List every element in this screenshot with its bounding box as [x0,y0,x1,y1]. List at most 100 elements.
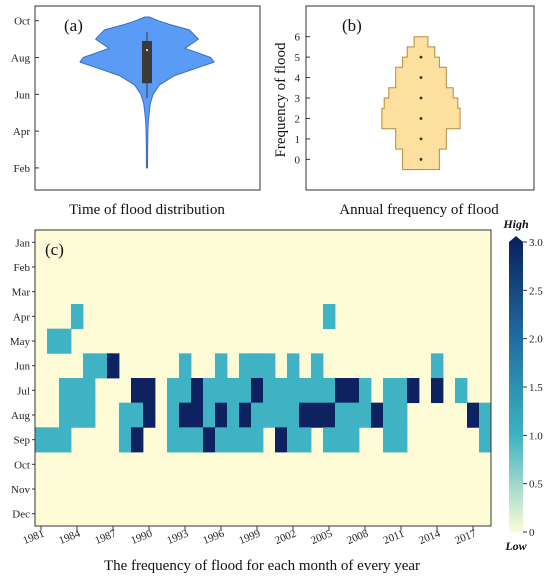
panel-a-tick-label: Jun [15,89,31,101]
heatmap-cell [407,378,420,404]
heatmap-cell [119,402,132,428]
heatmap-cell [47,427,60,453]
heatmap-cell [131,378,144,404]
heatmap-cell [239,402,252,428]
heatmap-cell [239,353,252,379]
heatmap-cell [251,353,264,379]
heatmap-cell [455,378,468,404]
heatmap-cell [227,378,240,404]
panel-a-frame [34,5,261,191]
heatmap-cell [83,353,96,379]
colorbar-low-label: Low [504,539,527,553]
heatmap-cell [299,402,312,428]
heatmap-cell [191,427,204,453]
heatmap-cell [143,402,156,428]
panel-b-tick-label: 3 [295,93,301,105]
year-tick-label: 2008 [345,527,370,547]
month-tick-label: Jul [17,385,30,397]
frequency-point [419,55,423,59]
month-tick-label: Jun [15,361,31,373]
heatmap-cell [383,378,396,404]
heatmap-cell [431,353,444,379]
panel-a-tick-label: Aug [11,53,30,65]
heatmap-cell [347,402,360,428]
frequency-point [419,137,423,141]
heatmap-cell [239,427,252,453]
heatmap-cell [323,402,336,428]
panel-b-label: (b) [342,16,362,35]
heatmap-cell [215,353,228,379]
colorbar-tick-label: 1.5 [529,382,543,394]
year-tick-label: 1993 [165,527,190,547]
heatmap-cell [83,378,96,404]
heatmap-cell [467,402,480,428]
year-tick-label: 1981 [21,528,46,547]
year-tick-label: 2002 [273,528,298,547]
frequency-point [419,96,423,100]
heatmap-cell [227,427,240,453]
heatmap-cell [323,304,336,330]
heatmap-cell [263,378,276,404]
colorbar-tick-label: 2.0 [529,334,543,346]
panel-a-violin-shape [79,16,215,169]
heatmap-cell [215,427,228,453]
panel-b-shape [381,36,461,171]
heatmap-cell [251,378,264,404]
heatmap-cell [215,378,228,404]
heatmap-cell [251,427,264,453]
panel-b-tick-label: 6 [295,32,301,44]
heatmap-cell [299,427,312,453]
heatmap-cell [191,378,204,404]
heatmap-cell [179,427,192,453]
heatmap-cell [215,402,228,428]
panel-b-xlabel: Annual frequency of flood [339,202,499,218]
month-tick-label: Sep [14,435,31,447]
heatmap-cell [299,378,312,404]
month-tick-label: Feb [14,262,31,274]
month-tick-label: Jan [15,237,30,249]
heatmap-cell [131,402,144,428]
heatmap-cell [227,402,240,428]
year-tick-label: 1984 [57,527,82,547]
heatmap-cell [131,427,144,453]
heatmap-cell [347,427,360,453]
heatmap-cell [275,402,288,428]
panel-a-tick-label: Feb [14,163,31,175]
heatmap-year-ticks: 1981 1984 1987 1990 1993 1996 1999 2002 2005 2008… [21,526,479,547]
heatmap-cell [347,378,360,404]
colorbar-gradient [509,242,523,532]
heatmap-cell [287,378,300,404]
panel-b-frequency: 0 1 2 3 4 5 6 (b) Frequency of flood Annual fr… [273,5,535,218]
panel-b-y-ticks: 0 1 2 3 4 5 6 [295,32,310,166]
heatmap-cell [263,353,276,379]
heatmap-cell [179,353,192,379]
month-tick-label: Nov [11,484,30,496]
heatmap-cell [119,427,132,453]
panel-a-y-ticks: Feb Apr Jun Aug Oct [11,16,39,175]
heatmap-cell [287,402,300,428]
heatmap-cell [275,378,288,404]
heatmap-month-ticks: Jan Feb Mar Apr May Jun Jul Aug Sep Oct Nov Dec [10,237,35,521]
heatmap-cell [167,402,180,428]
colorbar-tick-label: 1.0 [529,430,543,442]
heatmap-cell [287,353,300,379]
heatmap-cell [71,378,84,404]
heatmap-cell [323,427,336,453]
heatmap-cell [359,402,372,428]
heatmap-cell [179,378,192,404]
panel-b-tick-label: 4 [295,73,301,85]
heatmap-cell [287,427,300,453]
panel-a-tick-label: Oct [14,16,30,28]
frequency-shape [381,36,461,171]
heatmap-cell [59,402,72,428]
heatmap-cell [191,402,204,428]
panel-c-xlabel: The frequency of flood for each month of… [104,558,420,574]
month-tick-label: Mar [12,287,31,299]
year-tick-label: 2014 [417,527,442,547]
month-tick-label: May [10,336,31,348]
heatmap-cell [167,427,180,453]
heatmap-cell [359,378,372,404]
heatmap-cell [59,427,72,453]
heatmap-cells [35,230,492,526]
